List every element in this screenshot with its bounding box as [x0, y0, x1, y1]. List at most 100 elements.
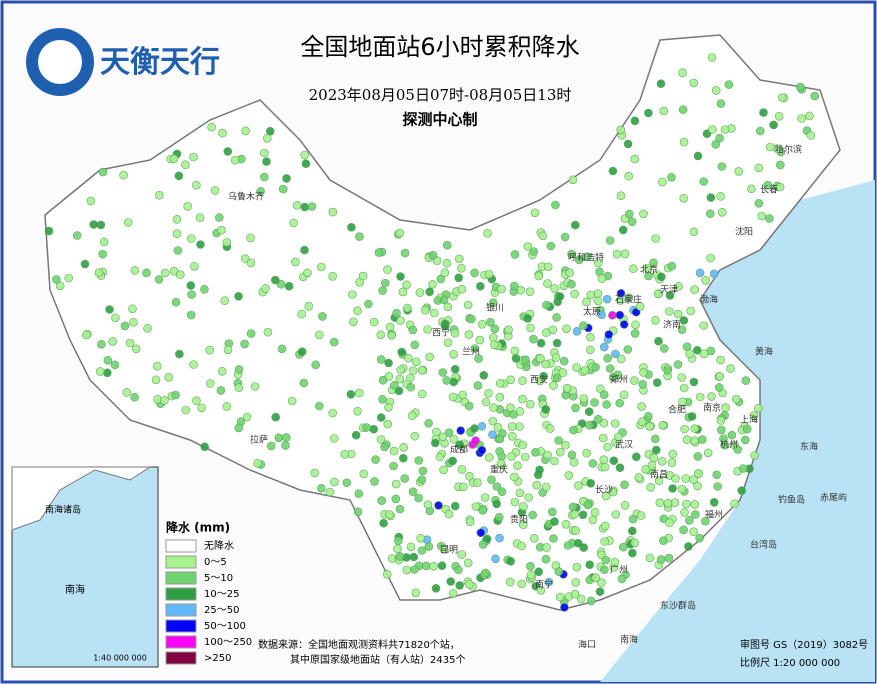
station	[492, 482, 502, 491]
station	[555, 592, 565, 602]
station	[695, 268, 705, 278]
station	[763, 180, 773, 190]
station	[477, 319, 487, 329]
station	[434, 501, 443, 510]
station	[679, 194, 689, 203]
station	[714, 383, 724, 392]
station	[256, 187, 265, 196]
station	[711, 86, 721, 95]
station	[519, 502, 528, 511]
station	[429, 561, 438, 571]
station	[677, 484, 687, 494]
station	[169, 154, 179, 163]
station	[757, 211, 767, 221]
station	[571, 403, 580, 413]
station	[552, 373, 562, 383]
station	[370, 477, 379, 486]
place-label: 沈阳	[735, 226, 753, 238]
station	[630, 538, 640, 548]
station	[402, 280, 411, 290]
station	[205, 379, 215, 388]
station	[383, 265, 392, 274]
station	[400, 248, 410, 258]
station	[598, 433, 608, 443]
station	[410, 431, 420, 441]
station	[595, 587, 605, 596]
station	[689, 78, 699, 88]
station	[435, 452, 445, 462]
station	[464, 401, 474, 411]
station	[314, 401, 324, 411]
station	[518, 520, 528, 530]
station	[593, 258, 603, 268]
station	[470, 424, 479, 433]
station	[457, 465, 467, 474]
station	[685, 349, 695, 359]
station	[64, 273, 73, 283]
station	[382, 569, 392, 579]
station	[506, 375, 515, 385]
station	[526, 570, 536, 580]
station	[610, 557, 620, 567]
station	[234, 365, 244, 374]
station	[410, 340, 420, 350]
station	[734, 167, 744, 176]
station	[703, 448, 713, 458]
station	[600, 521, 610, 531]
station	[300, 202, 310, 212]
station	[217, 225, 226, 235]
station	[355, 232, 364, 241]
station	[531, 447, 540, 457]
station	[524, 493, 534, 502]
station	[394, 386, 404, 396]
station	[307, 202, 317, 211]
station	[389, 461, 398, 471]
station	[263, 327, 273, 337]
place-label: 南海	[620, 634, 638, 646]
source-line: 数据来源：全国地面观测资料共71820个站，	[258, 638, 460, 651]
station	[409, 552, 419, 562]
station	[619, 320, 629, 329]
station	[572, 562, 582, 572]
station	[246, 258, 256, 268]
station	[192, 180, 201, 190]
station	[567, 249, 576, 259]
station	[423, 325, 432, 334]
station	[777, 93, 787, 102]
station	[649, 258, 658, 268]
station	[624, 209, 634, 219]
station	[484, 453, 494, 462]
station	[639, 368, 648, 377]
station	[436, 274, 446, 284]
station	[605, 236, 615, 245]
station	[347, 290, 357, 299]
station	[318, 312, 327, 321]
station	[467, 314, 476, 324]
station	[478, 505, 488, 515]
station	[96, 220, 106, 230]
station	[560, 232, 570, 242]
station	[627, 526, 637, 536]
station	[175, 349, 184, 359]
station	[690, 510, 700, 519]
station	[631, 452, 641, 462]
station	[197, 403, 206, 413]
station	[520, 452, 530, 462]
station	[805, 111, 814, 121]
station	[665, 291, 675, 300]
station	[414, 456, 424, 465]
station	[153, 361, 162, 371]
place-label: 东沙群岛	[660, 600, 696, 612]
station	[129, 317, 138, 327]
station	[558, 368, 568, 377]
station	[172, 215, 182, 224]
station	[171, 297, 181, 307]
station	[496, 458, 506, 468]
station	[421, 561, 431, 571]
station	[673, 360, 683, 369]
station	[591, 362, 600, 372]
station	[241, 254, 250, 264]
station	[601, 491, 611, 501]
station	[534, 567, 544, 577]
